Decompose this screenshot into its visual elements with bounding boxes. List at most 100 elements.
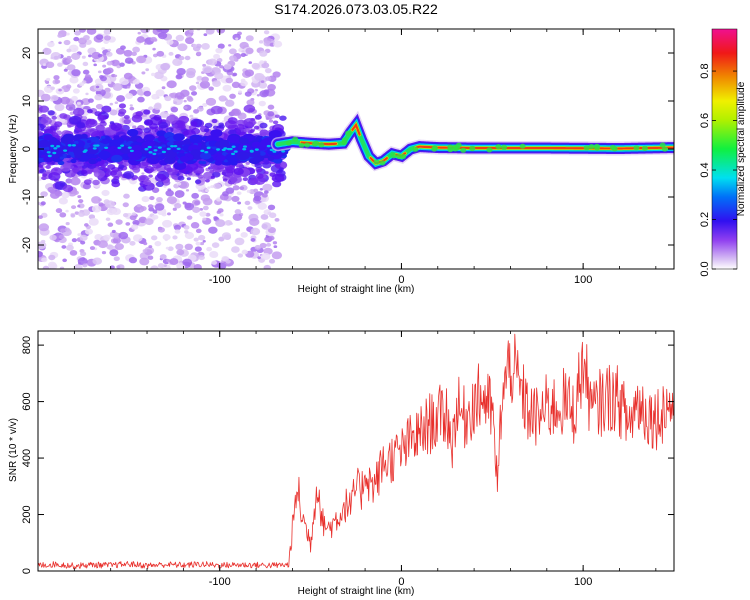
noise-blob bbox=[263, 209, 272, 216]
noise-blob bbox=[255, 173, 264, 179]
noise-blob bbox=[40, 201, 46, 206]
noise-blob bbox=[105, 67, 114, 74]
noise-blob bbox=[231, 81, 241, 89]
noise-blob bbox=[194, 200, 200, 206]
core-speck bbox=[63, 149, 68, 152]
noise-blob bbox=[111, 229, 116, 234]
noise-blob bbox=[83, 34, 90, 41]
noise-blob bbox=[38, 165, 44, 169]
noise-blob bbox=[257, 256, 261, 260]
noise-blob bbox=[239, 41, 249, 50]
noise-blob bbox=[162, 179, 171, 186]
noise-blob bbox=[271, 173, 285, 183]
noise-blob bbox=[102, 167, 109, 172]
colorbar-gradient bbox=[711, 28, 738, 270]
noise-blob bbox=[79, 234, 88, 241]
noise-blob bbox=[71, 95, 78, 102]
noise-blob bbox=[253, 195, 262, 202]
noise-blob bbox=[82, 61, 89, 67]
noise-blob bbox=[101, 189, 110, 197]
ridge-bump bbox=[594, 145, 601, 151]
noise-blob bbox=[50, 125, 58, 131]
core-speck bbox=[82, 150, 87, 153]
core-speck bbox=[231, 152, 236, 156]
noise-blob bbox=[122, 202, 129, 208]
noise-blob bbox=[110, 122, 122, 131]
core-blob bbox=[38, 139, 50, 148]
noise-blob bbox=[95, 85, 100, 89]
noise-blob bbox=[232, 185, 240, 191]
core-blob bbox=[163, 149, 178, 159]
noise-blob bbox=[62, 184, 74, 193]
core-speck bbox=[120, 144, 125, 147]
core-blob bbox=[189, 134, 203, 144]
noise-blob bbox=[234, 209, 242, 215]
core-blob bbox=[210, 129, 223, 138]
core-speck bbox=[53, 147, 58, 150]
spectrogram-ridge bbox=[270, 110, 674, 172]
noise-blob bbox=[248, 61, 253, 64]
core-speck bbox=[266, 144, 271, 148]
noise-blob bbox=[186, 177, 192, 181]
core-blob bbox=[156, 130, 167, 137]
noise-blob bbox=[167, 212, 171, 216]
ridge-bump bbox=[285, 140, 292, 146]
noise-blob bbox=[254, 114, 262, 120]
noise-blob bbox=[88, 119, 96, 125]
noise-blob bbox=[217, 43, 225, 49]
ridge-bump bbox=[318, 142, 325, 148]
noise-blob bbox=[197, 234, 206, 241]
noise-blob bbox=[143, 179, 152, 186]
noise-blob bbox=[189, 29, 194, 33]
core-speck bbox=[242, 145, 247, 148]
noise-blob bbox=[116, 95, 126, 103]
core-blob bbox=[101, 139, 110, 145]
core-speck bbox=[216, 148, 221, 151]
noise-blob bbox=[140, 29, 150, 34]
noise-blob bbox=[232, 72, 238, 77]
noise-blob bbox=[71, 52, 81, 60]
y-tick-label: 20 bbox=[21, 47, 33, 59]
noise-blob bbox=[91, 196, 101, 204]
noise-blob bbox=[66, 64, 76, 71]
noise-blob bbox=[253, 125, 260, 130]
noise-blob bbox=[219, 213, 224, 217]
noise-blob bbox=[55, 208, 63, 214]
noise-blob bbox=[271, 251, 283, 260]
noise-blob bbox=[176, 249, 185, 256]
snr-line bbox=[38, 333, 674, 570]
noise-blob bbox=[222, 178, 228, 182]
noise-blob bbox=[132, 234, 143, 242]
noise-blob bbox=[231, 108, 241, 116]
noise-blob bbox=[247, 206, 253, 210]
noise-blob bbox=[205, 29, 215, 35]
noise-blob bbox=[225, 99, 235, 107]
noise-blob bbox=[149, 196, 155, 201]
noise-blob bbox=[103, 29, 112, 35]
noise-blob bbox=[241, 249, 248, 255]
noise-blob bbox=[229, 222, 233, 225]
noise-blob bbox=[162, 219, 173, 228]
noise-blob bbox=[273, 245, 278, 249]
noise-blob bbox=[82, 165, 88, 169]
noise-blob bbox=[208, 86, 214, 91]
noise-blob bbox=[88, 217, 99, 226]
noise-blob bbox=[123, 118, 131, 125]
noise-blob bbox=[102, 64, 107, 68]
noise-blob bbox=[132, 219, 140, 226]
core-blob bbox=[217, 139, 230, 148]
noise-blob bbox=[147, 204, 154, 209]
noise-blob bbox=[74, 211, 80, 215]
noise-blob bbox=[106, 51, 113, 57]
noise-blob bbox=[260, 80, 265, 84]
noise-blob bbox=[71, 167, 80, 173]
noise-blob bbox=[70, 213, 76, 218]
core-speck bbox=[152, 152, 157, 156]
noise-blob bbox=[259, 60, 265, 65]
noise-blob bbox=[84, 223, 89, 227]
noise-blob bbox=[78, 29, 86, 33]
noise-blob bbox=[206, 246, 213, 252]
core-blob bbox=[74, 153, 82, 159]
noise-blob bbox=[264, 171, 269, 175]
noise-blob bbox=[255, 166, 263, 173]
